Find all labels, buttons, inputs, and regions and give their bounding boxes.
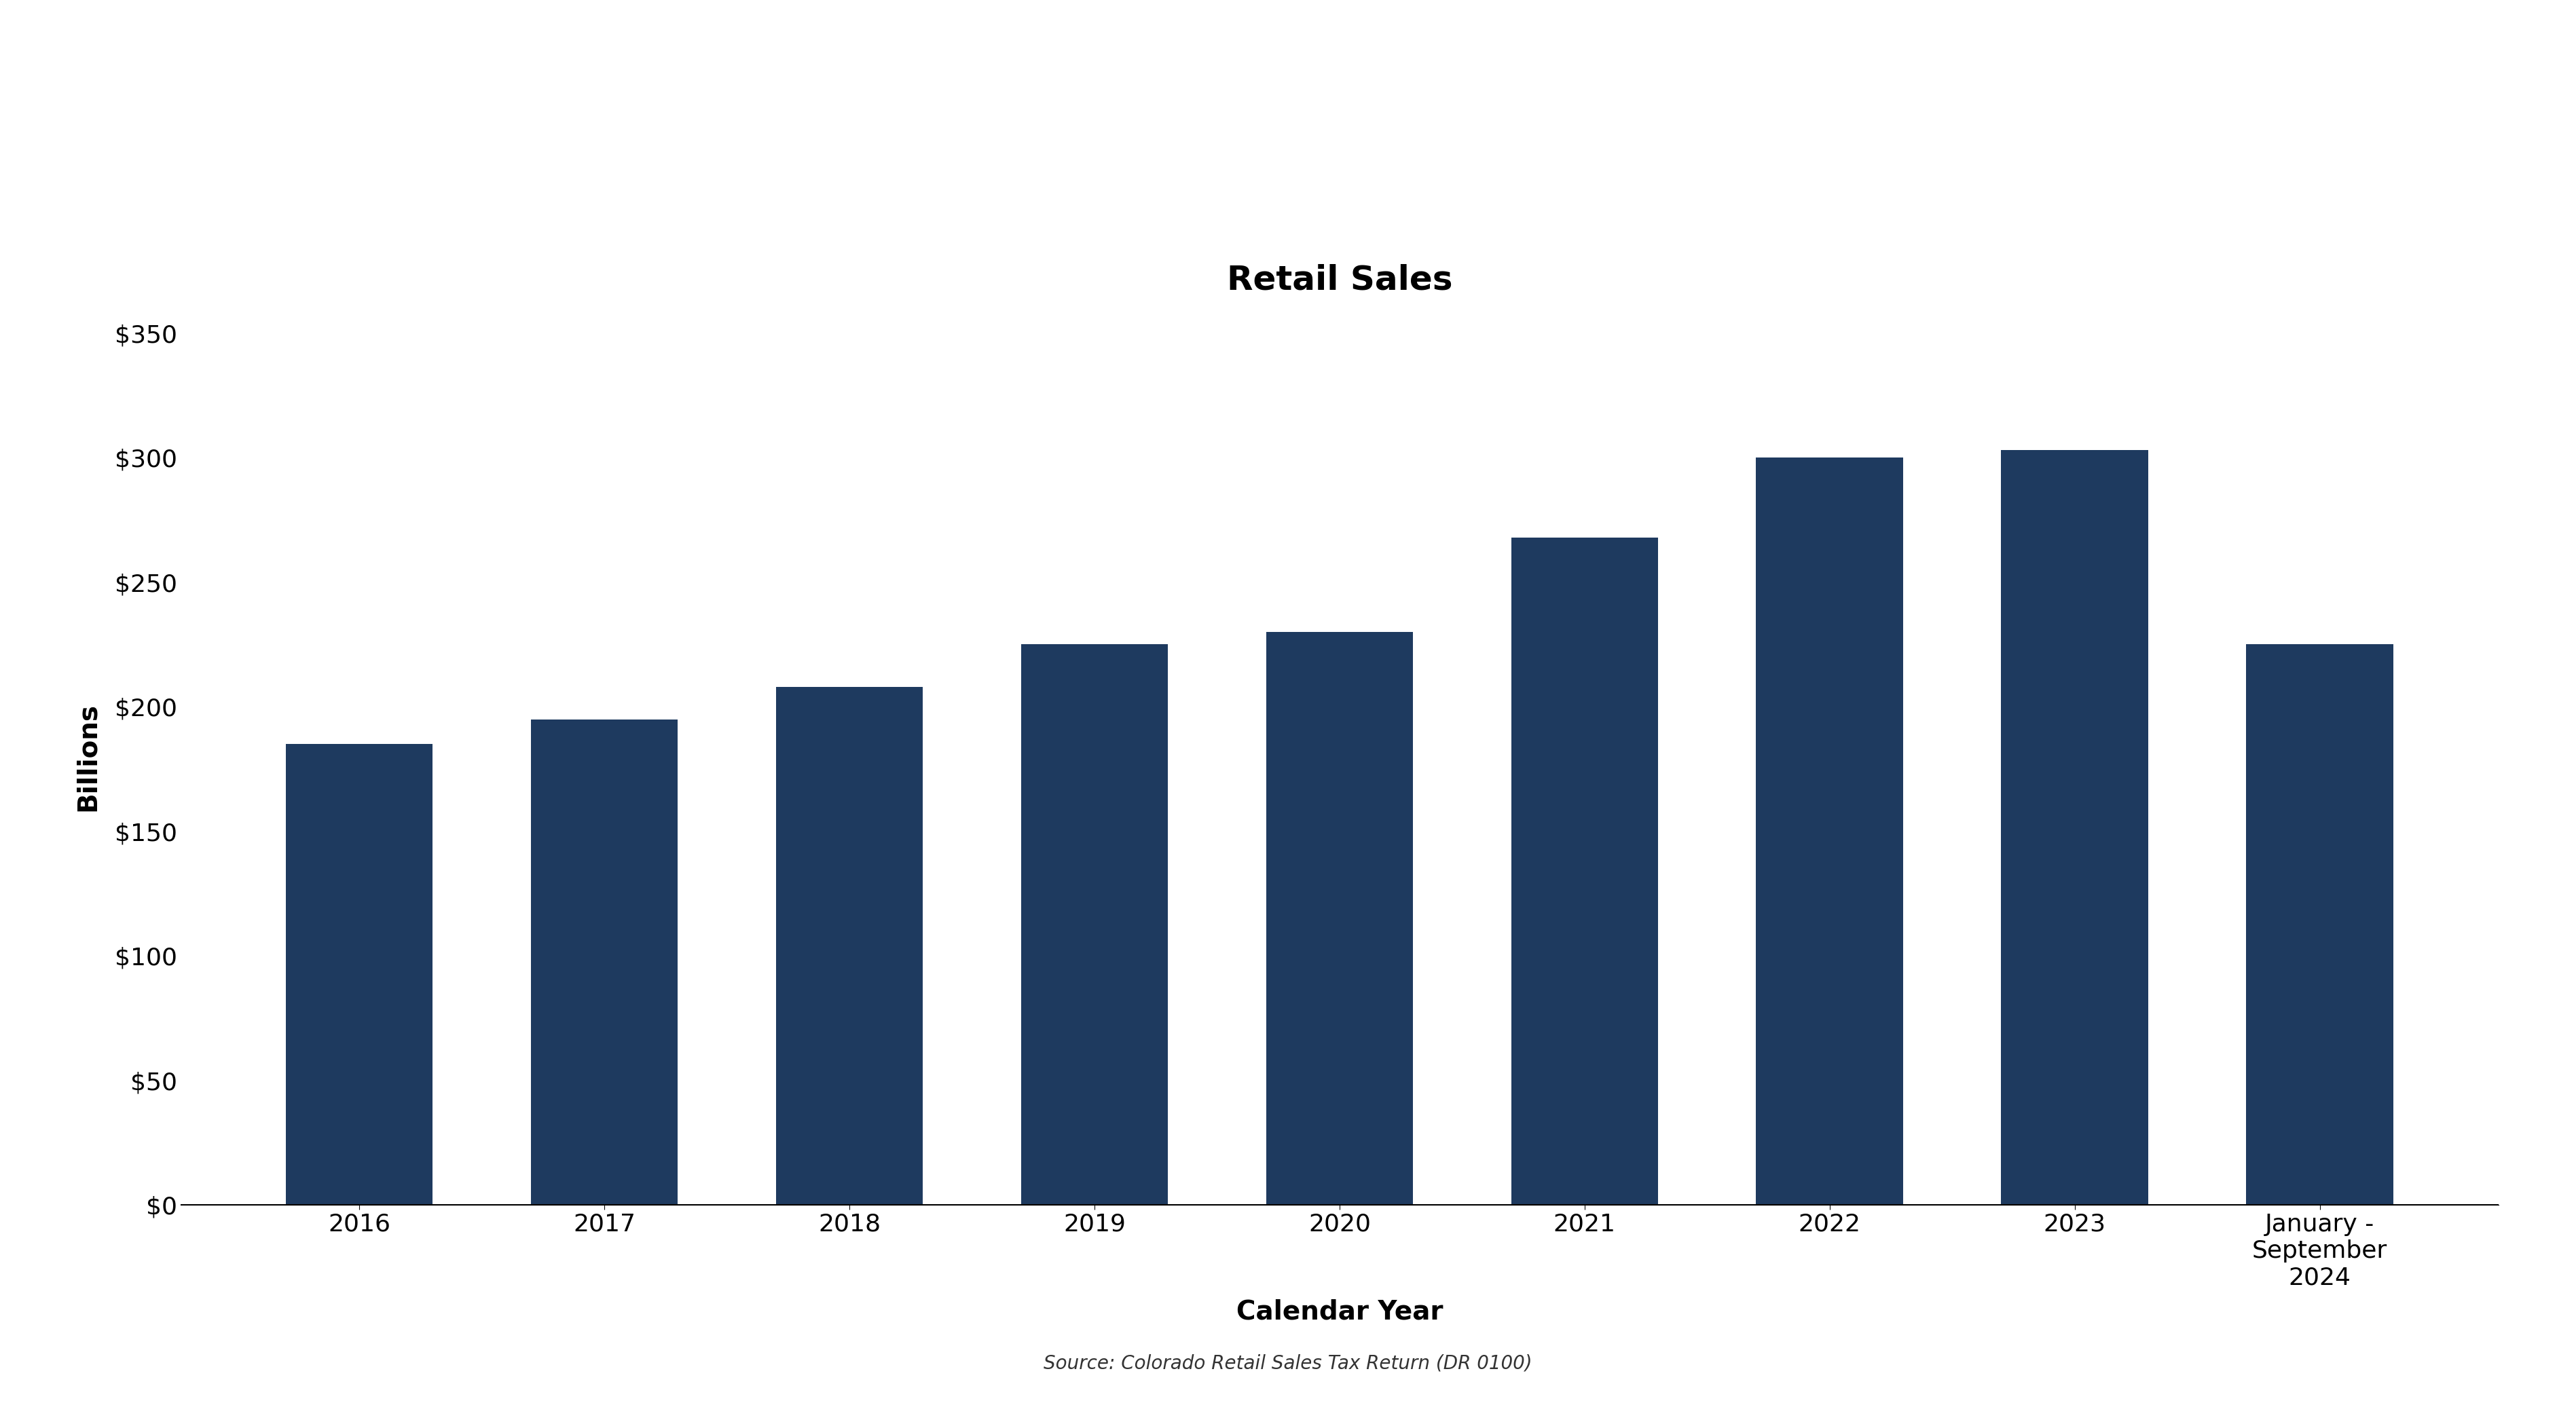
Bar [1020, 644, 1167, 1205]
Bar [2002, 450, 2148, 1205]
Bar [286, 744, 433, 1205]
X-axis label: Calendar Year: Calendar Year [1236, 1299, 1443, 1325]
Bar [1512, 538, 1659, 1205]
Bar [2246, 644, 2393, 1205]
Title: Retail Sales: Retail Sales [1226, 263, 1453, 296]
Bar [531, 719, 677, 1205]
Bar [1265, 632, 1414, 1205]
Y-axis label: Billions: Billions [75, 702, 100, 811]
Bar [775, 686, 922, 1205]
Text: Source: Colorado Retail Sales Tax Return (DR 0100): Source: Colorado Retail Sales Tax Return… [1043, 1353, 1533, 1373]
Bar [1757, 458, 1904, 1205]
